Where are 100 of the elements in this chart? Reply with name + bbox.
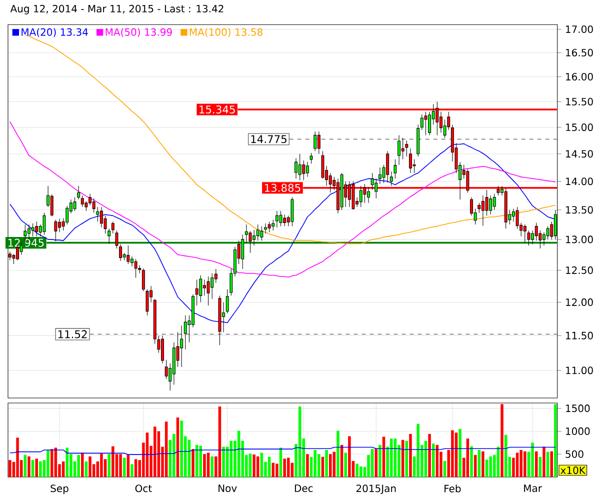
candlestick <box>268 221 271 233</box>
candlestick <box>272 220 275 231</box>
candlestick <box>88 194 92 206</box>
candlestick <box>546 226 550 240</box>
bar <box>287 458 290 477</box>
candlestick <box>35 221 38 237</box>
chart-title: Aug 12, 2014 - Mar 11, 2015 - Last : 13.42 <box>10 4 224 14</box>
bar <box>62 461 65 477</box>
bar <box>237 430 240 477</box>
candlestick <box>202 279 206 296</box>
y-tick-label: 1000 <box>566 427 590 435</box>
y-tick-label: 14.50 <box>566 150 593 158</box>
candlestick <box>283 214 286 227</box>
bar <box>428 434 431 477</box>
candlestick <box>66 206 69 225</box>
bar <box>524 451 526 477</box>
candlestick <box>126 245 130 264</box>
candlestick <box>180 325 184 368</box>
bar <box>164 422 168 477</box>
candlestick <box>108 228 111 244</box>
bar <box>538 456 542 477</box>
candlestick <box>516 206 519 229</box>
candlestick <box>527 230 530 246</box>
candlestick <box>264 223 267 234</box>
bar <box>554 404 557 477</box>
candlestick <box>111 221 114 234</box>
bar <box>206 452 210 477</box>
candlestick <box>534 222 538 241</box>
bar <box>482 451 484 477</box>
candlestick <box>146 288 149 316</box>
bar <box>256 456 260 477</box>
y-tick-label: 11.50 <box>566 332 593 340</box>
bar <box>252 454 256 477</box>
x-tick-label: Nov <box>218 484 237 492</box>
bar <box>306 454 309 477</box>
candlestick <box>420 114 424 130</box>
bar <box>328 454 332 477</box>
bar <box>283 458 286 477</box>
y-tick-label: 12.50 <box>566 266 593 274</box>
candlestick <box>302 160 306 181</box>
bar <box>108 454 110 477</box>
candlestick <box>214 268 218 284</box>
candlestick <box>492 194 496 210</box>
bar <box>8 460 12 477</box>
bar <box>203 454 206 477</box>
bar <box>348 436 351 477</box>
candlestick <box>408 148 412 174</box>
candlestick <box>16 245 20 260</box>
candlestick <box>96 206 100 222</box>
bar <box>531 442 534 477</box>
bar <box>81 452 84 477</box>
ref-line-label: 15.345 <box>200 105 235 114</box>
bar <box>332 452 336 477</box>
bar <box>546 452 550 477</box>
candlestick <box>279 210 282 227</box>
candlestick <box>54 220 58 242</box>
candlestick <box>390 171 393 186</box>
candlestick <box>374 178 378 199</box>
bar <box>248 454 252 477</box>
x-tick-label: Feb <box>444 484 461 492</box>
candlestick <box>256 224 260 241</box>
bar <box>485 460 488 477</box>
bar <box>378 444 382 477</box>
bar <box>35 458 38 477</box>
line-series <box>10 143 556 324</box>
candlestick <box>290 196 294 227</box>
bar <box>474 455 477 477</box>
candlestick <box>405 140 408 157</box>
bar <box>260 452 264 477</box>
bar <box>100 454 103 477</box>
y-tick-label: 17.00 <box>566 25 593 34</box>
bar <box>130 464 134 477</box>
bar <box>409 434 412 477</box>
candlestick <box>27 224 30 240</box>
candlestick <box>184 315 187 350</box>
y-tick-label: 16.00 <box>566 72 593 81</box>
bar <box>77 455 80 477</box>
candlestick <box>195 279 198 306</box>
bar <box>192 449 194 477</box>
candlestick <box>298 154 302 181</box>
candlestick <box>130 256 134 267</box>
x-tick-label: Mar <box>524 484 542 492</box>
candlestick <box>241 234 244 270</box>
bar <box>542 446 546 477</box>
candlestick <box>428 112 432 136</box>
candlestick <box>31 223 34 237</box>
candlestick <box>58 218 61 233</box>
bar <box>31 460 34 477</box>
x-tick-label: Dec <box>294 484 313 492</box>
bar <box>122 458 126 477</box>
ref-line-label: 13.885 <box>264 184 300 192</box>
bar <box>534 451 538 477</box>
bar <box>172 434 176 477</box>
bar <box>336 430 340 477</box>
candlestick <box>394 159 397 179</box>
candlestick <box>42 212 46 235</box>
bar <box>84 461 88 477</box>
candlestick <box>398 134 401 166</box>
candlestick <box>142 268 145 292</box>
bar <box>478 450 481 477</box>
